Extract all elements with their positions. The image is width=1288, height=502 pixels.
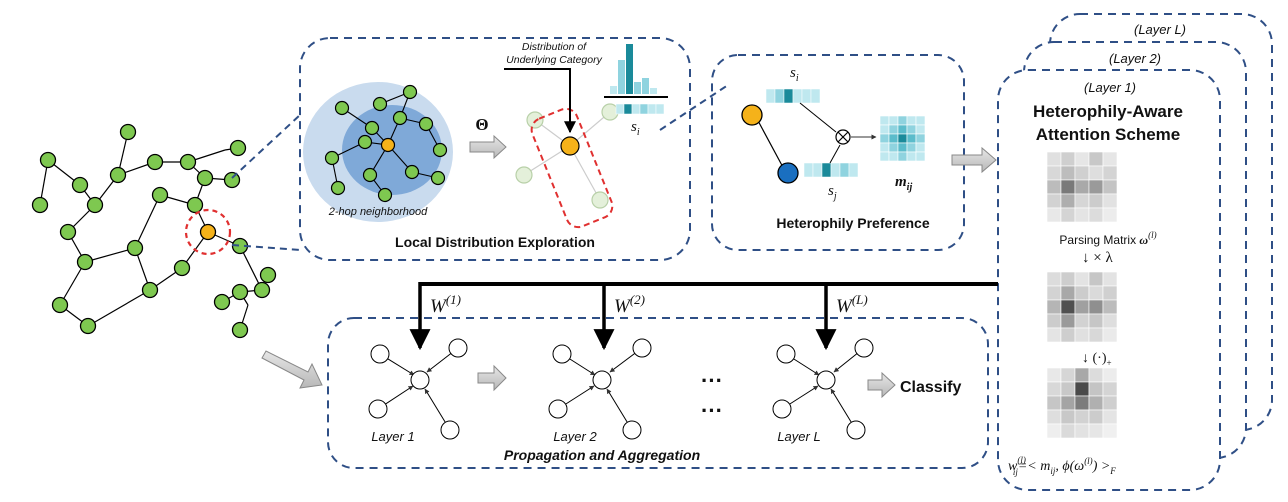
wL-label: W(L) — [836, 292, 868, 317]
activated-matrix — [1046, 367, 1118, 439]
layer-2-label: Layer 2 — [553, 429, 597, 444]
hp-node-i — [741, 104, 763, 126]
classify-label: Classify — [900, 379, 961, 396]
faded-node — [591, 191, 609, 209]
mij-matrix — [879, 115, 926, 162]
graph-node — [79, 317, 97, 335]
to-classify-arrow — [867, 371, 896, 399]
graph-node — [223, 171, 241, 189]
graph-node — [253, 281, 271, 299]
ellipsis-top: ··· — [701, 368, 723, 393]
hp-node-j — [777, 162, 799, 184]
graph-node — [196, 169, 214, 187]
w2-label: W(2) — [614, 292, 645, 317]
hp-to-scheme-arrow — [951, 146, 997, 174]
scaled-matrix — [1046, 271, 1118, 343]
ellipsis-bottom: ··· — [701, 398, 723, 423]
si-label-2: si — [790, 65, 799, 84]
layer-1-card-label: (Layer 1) — [1084, 80, 1136, 95]
graph-node — [126, 239, 144, 257]
input-graph-nodes — [31, 123, 277, 339]
selected-region — [530, 107, 614, 229]
propagation-panel — [327, 317, 989, 469]
faded-node — [515, 166, 533, 184]
graph-node — [186, 196, 204, 214]
layer-L-card-label: (Layer L) — [1134, 22, 1186, 37]
sj-label: sj — [828, 183, 837, 202]
layer-L-star — [772, 338, 874, 440]
local-subgraph-nodes — [324, 84, 448, 203]
graph-node — [146, 153, 164, 171]
faded-node — [601, 103, 619, 121]
faded-node — [526, 111, 544, 129]
theta-symbol: Θ — [475, 115, 488, 134]
graph-node — [173, 259, 191, 277]
graph-node — [109, 166, 127, 184]
weight-formula: w(l) ij=< mij, ϕ(ω(l)) >F — [1008, 455, 1116, 477]
distribution-pointer — [504, 68, 576, 134]
hp-edge — [755, 116, 786, 172]
scheme-title-line2: Attention Scheme — [1036, 125, 1181, 144]
graph-node — [71, 176, 89, 194]
si-vector-2 — [765, 88, 821, 104]
heterophily-preference-title: Heterophily Preference — [776, 215, 929, 231]
layer-1-label: Layer 1 — [371, 429, 414, 444]
layer-2-star — [548, 338, 652, 440]
outer-product-icon — [835, 129, 851, 145]
graph-node — [151, 186, 169, 204]
graph-node — [31, 196, 49, 214]
scheme-title-line1: Heterophily-Aware — [1033, 102, 1183, 121]
relu-op: ↓ (·)+ — [1082, 351, 1112, 368]
graph-node — [179, 153, 197, 171]
times-lambda-op: ↓ × λ — [1082, 250, 1113, 266]
parsing-matrix — [1046, 151, 1118, 223]
parsing-matrix-label: Parsing Matrix ω(l) — [1059, 230, 1156, 247]
layer-2-card-label: (Layer 2) — [1109, 51, 1161, 66]
mij-label: mij — [895, 174, 912, 193]
si-label-1: si — [631, 119, 640, 138]
layer1-to-layer2-arrow — [477, 364, 507, 392]
graph-node — [119, 123, 137, 141]
distribution-label-line1: Distribution of — [522, 41, 587, 53]
zoom-line-top — [231, 114, 301, 179]
graph-node — [231, 321, 249, 339]
graph-node — [59, 223, 77, 241]
heterophily-preference-panel — [711, 54, 965, 251]
graph-node — [39, 151, 57, 169]
w1-label: W(1) — [430, 292, 461, 317]
graph-node — [76, 253, 94, 271]
target-node-highlight — [184, 208, 232, 256]
distribution-node — [560, 136, 580, 156]
si-vector-1 — [615, 103, 665, 115]
theta-arrow — [469, 134, 507, 160]
graph-node — [213, 293, 231, 311]
distribution-label-line2: Underlying Category — [506, 54, 602, 66]
target-node — [199, 223, 217, 241]
graph-node — [229, 139, 247, 157]
propagation-title: Propagation and Aggregation — [504, 447, 700, 463]
zoom-line-hp — [659, 84, 729, 131]
two-hop-label: 2-hop neighborhood — [328, 206, 428, 218]
sj-to-product — [829, 144, 841, 164]
si-to-product — [799, 102, 837, 133]
graph-to-propagation-arrow — [261, 350, 323, 389]
graph-node — [141, 281, 159, 299]
layer-1-star — [368, 338, 468, 440]
distribution-histogram — [610, 44, 657, 94]
graph-node — [231, 283, 249, 301]
local-distribution-title: Local Distribution Exploration — [395, 234, 595, 250]
local-center-node — [380, 137, 396, 153]
graph-node — [86, 196, 104, 214]
graph-node — [51, 296, 69, 314]
graph-node — [259, 266, 277, 284]
sj-vector — [803, 162, 859, 178]
layer-L-label: Layer L — [777, 429, 820, 444]
